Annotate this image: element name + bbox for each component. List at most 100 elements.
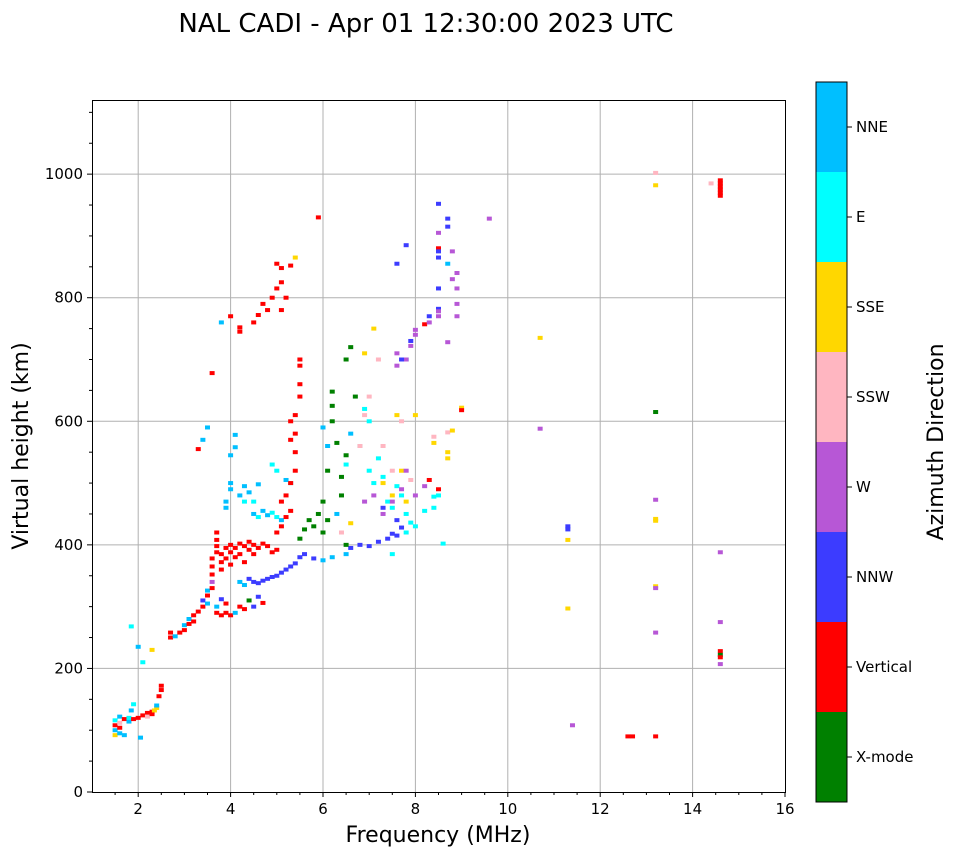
data-point-e [389,505,395,510]
data-point-vertical [717,178,723,183]
data-point-x-mode [329,419,335,424]
data-point-vertical [717,649,723,654]
data-point-nnw [436,286,441,291]
y-tick-label: 0 [73,783,83,801]
data-point-vertical [135,715,141,720]
data-point-vertical [205,593,210,598]
data-point-vertical [426,477,432,482]
data-point-ssw [144,714,150,719]
data-point-vertical [223,601,229,606]
data-point-sse [389,493,395,498]
data-point-w [486,216,492,221]
data-point-nne [329,555,335,560]
data-point-nnw [260,578,266,583]
data-point-w [362,499,368,504]
data-point-e [371,481,377,486]
data-point-vertical [195,609,201,614]
data-point-ssw [338,530,344,535]
data-point-e [412,524,418,529]
data-point-vertical [283,515,289,520]
data-point-sse [380,481,386,486]
data-point-sse [459,405,465,410]
data-point-vertical [209,586,215,591]
data-point-w [403,468,409,473]
data-point-vertical [209,564,215,569]
data-point-sse [292,255,298,260]
data-point-vertical [149,712,155,717]
data-point-nne [348,431,354,436]
data-point-vertical [218,613,224,618]
data-point-e [343,462,349,467]
data-point-vertical [278,499,284,504]
data-point-vertical [214,530,220,535]
data-point-nne [228,453,234,458]
data-point-vertical [181,628,187,633]
data-point-x-mode [343,357,349,362]
data-point-e [366,419,372,424]
data-point-vertical [292,431,298,436]
data-point-vertical [274,530,280,535]
data-point-w [436,230,441,235]
data-point-nne [334,511,340,516]
data-point-vertical [653,734,659,739]
data-point-nnw [218,597,224,602]
data-point-vertical [237,541,243,546]
chart-title: NAL CADI - Apr 01 12:30:00 2023 UTC [178,9,673,39]
data-point-e [269,510,275,515]
data-point-vertical [214,550,220,555]
data-point-sse [565,606,571,611]
data-point-nne [232,432,238,437]
data-point-vertical [228,613,234,618]
data-point-w [537,426,543,431]
data-point-e [403,530,409,535]
x-tick-label: 2 [133,800,143,818]
data-point-e [408,520,414,525]
data-point-vertical [218,567,224,572]
data-point-nnw [251,579,257,584]
data-point-w [454,271,460,275]
data-point-e [241,499,247,504]
data-point-vertical [144,710,150,715]
data-point-nne [223,499,229,504]
data-point-nne [154,703,160,708]
data-point-nnw [297,555,303,560]
data-point-x-mode [329,389,335,394]
data-point-nne [325,444,331,448]
data-point-x-mode [302,527,308,532]
data-point-vertical [223,545,229,550]
data-point-nnw [288,564,294,569]
data-point-nnw [278,570,284,575]
data-point-nnw [403,243,409,248]
y-axis-label: Virtual height (km) [9,342,34,549]
data-point-nne [283,477,289,482]
data-point-e [362,406,368,411]
data-point-vertical [292,468,298,473]
data-point-w [454,286,460,291]
data-point-ssw [375,357,381,362]
data-point-vertical [158,683,164,688]
data-point-w [394,351,400,356]
data-point-nne [246,490,252,495]
data-point-sse [653,518,659,523]
data-point-nnw [436,255,441,260]
data-point-sse [653,183,659,188]
data-point-w [209,579,215,584]
data-point-nnw [311,556,317,561]
data-point-e [251,499,257,504]
data-point-nnw [246,576,252,581]
data-point-vertical [297,363,303,368]
data-point-vertical [214,544,220,549]
data-point-nnw [255,581,261,586]
data-point-ssw [117,720,123,725]
x-axis-label: Frequency (MHz) [346,823,531,848]
data-point-vertical [422,322,428,327]
data-point-vertical [260,600,266,605]
data-point-e [255,515,261,520]
data-point-nnw [385,536,391,541]
data-point-vertical [228,550,234,555]
data-point-e [131,702,137,707]
data-point-ssw [366,394,372,399]
data-point-w [422,484,428,489]
data-point-nne [117,714,123,719]
